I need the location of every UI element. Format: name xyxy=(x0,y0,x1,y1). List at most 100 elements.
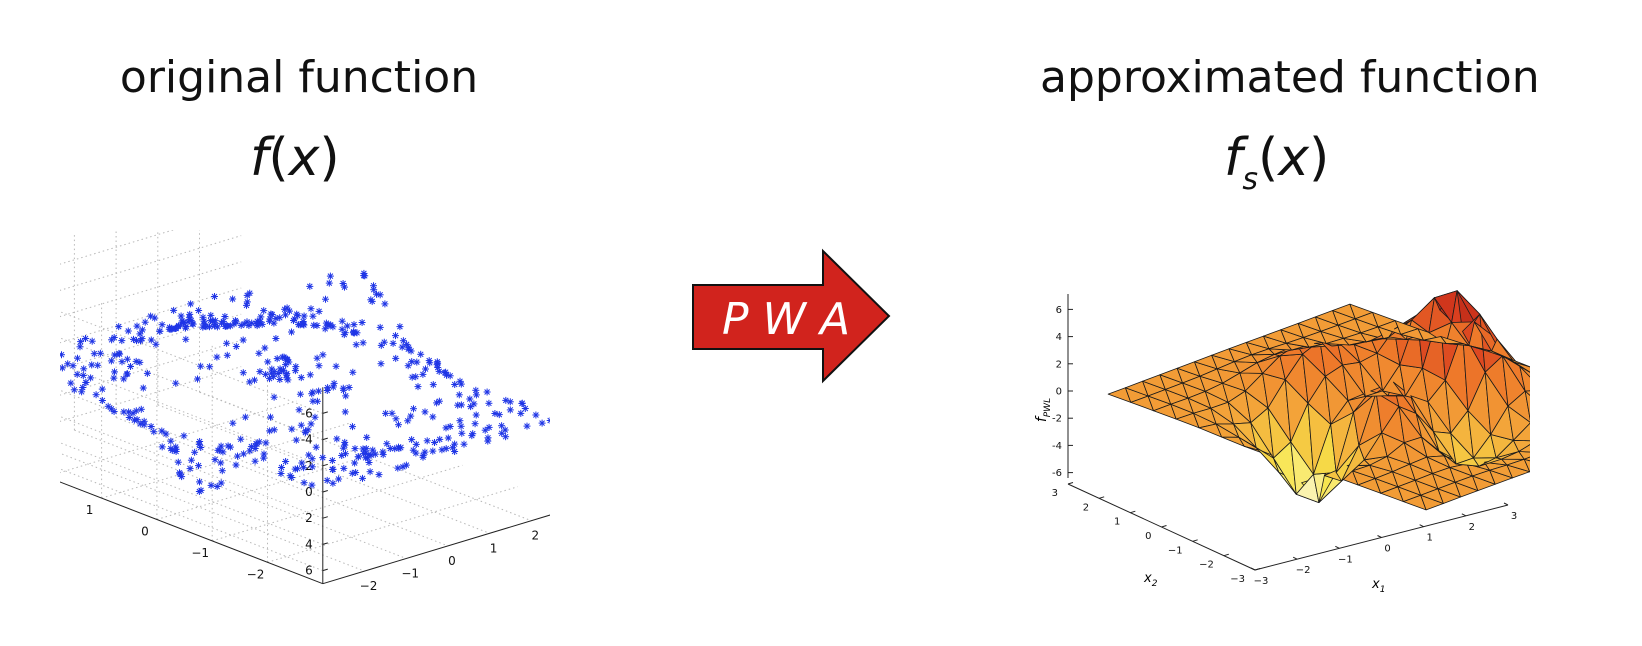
scatter-point xyxy=(74,354,81,362)
scatter-point xyxy=(332,362,340,370)
left-formula: f(x) xyxy=(250,128,340,188)
scatter-point xyxy=(137,405,145,413)
z-tick-label: -6 xyxy=(301,406,313,420)
scatter-point xyxy=(306,371,314,379)
x1-tick-label: 1 xyxy=(1426,533,1432,544)
scatter-point xyxy=(118,358,126,366)
x2-tick xyxy=(1130,510,1136,514)
scatter-point xyxy=(308,481,316,489)
scatter-point xyxy=(498,429,506,437)
scatter-point xyxy=(125,414,133,421)
pwa-arrow-shape xyxy=(692,248,891,384)
scatter-point xyxy=(338,325,346,333)
y-axis-line xyxy=(60,481,323,585)
scatter-point xyxy=(297,374,305,382)
scatter-point xyxy=(523,422,531,430)
scatter-point xyxy=(419,370,427,378)
scatter-point xyxy=(491,410,499,417)
scatter-point xyxy=(124,370,131,378)
scatter-point xyxy=(376,323,384,331)
scatter-point xyxy=(471,420,479,428)
x2-tick xyxy=(1099,496,1105,499)
scatter-point xyxy=(167,445,175,453)
scatter-point xyxy=(282,311,289,319)
scatter-point xyxy=(349,423,356,431)
right-formula-sub: s xyxy=(1242,162,1258,197)
scatter-point xyxy=(395,443,402,451)
scatter-point xyxy=(342,392,350,400)
scatter-point xyxy=(70,386,78,394)
surface-facet xyxy=(1513,422,1530,442)
scatter-point xyxy=(251,457,259,465)
scatter-point xyxy=(276,376,284,383)
scatter-point xyxy=(191,448,199,456)
scatter-point xyxy=(327,321,335,329)
scatter-point xyxy=(308,463,316,471)
z-tick-label: -2 xyxy=(301,459,313,473)
surface-facet xyxy=(1523,458,1530,473)
scatter-point xyxy=(107,357,115,365)
scatter-point xyxy=(60,351,65,359)
scatter-point xyxy=(421,408,429,416)
scatter-point xyxy=(111,368,118,376)
scatter-point xyxy=(82,335,89,342)
scatter-point xyxy=(232,461,240,469)
x1-tick-label: −1 xyxy=(1338,554,1353,565)
scatter-point xyxy=(315,387,323,395)
scatter-point xyxy=(158,443,166,451)
scatter-point xyxy=(468,432,476,440)
scatter-point xyxy=(377,360,385,368)
scatter-point xyxy=(408,436,416,444)
scatter-point xyxy=(108,336,116,344)
scatter-point xyxy=(136,330,144,338)
scatter-point xyxy=(315,307,323,315)
scatter-point xyxy=(200,320,208,328)
scatter-point xyxy=(435,397,443,405)
scatter-point xyxy=(292,436,300,444)
scatter-point xyxy=(139,384,147,392)
scatter-point xyxy=(305,451,313,459)
scatter-point xyxy=(354,453,362,461)
scatter-point xyxy=(197,444,205,451)
scatter-point xyxy=(199,313,207,321)
scatter-point xyxy=(442,424,450,432)
x2-axis-label-main: x xyxy=(1143,571,1152,586)
scatter-point xyxy=(78,388,86,396)
scatter-point xyxy=(140,417,148,425)
scatter-point xyxy=(329,479,337,487)
scatter-point xyxy=(229,419,237,427)
scatter-point xyxy=(166,323,174,331)
scatter-point xyxy=(280,353,288,361)
x1-axis-label: x1 xyxy=(1371,577,1385,595)
pwa-arrow: P W A xyxy=(692,248,891,384)
scatter-point xyxy=(399,463,407,471)
scatter-point xyxy=(288,425,296,433)
scatter-point xyxy=(147,423,155,430)
scatter-point xyxy=(404,417,412,425)
z-tick-label: 4 xyxy=(305,537,313,551)
scatter-point xyxy=(284,376,292,384)
z-tick xyxy=(322,411,328,414)
scatter-point xyxy=(350,321,358,329)
scatter-point xyxy=(546,417,550,424)
scatter-point xyxy=(324,384,332,392)
grid-line xyxy=(60,452,365,572)
scatter-point xyxy=(422,365,429,373)
z-tick-label: -2 xyxy=(1052,414,1062,425)
scatter-point xyxy=(306,282,314,290)
left-title: original function xyxy=(119,52,479,103)
scatter-point xyxy=(313,397,321,405)
y-tick-label: −1 xyxy=(191,546,209,560)
scatter-point xyxy=(223,351,231,359)
scatter-point xyxy=(421,448,429,456)
scatter-point xyxy=(309,388,317,396)
scatter-point xyxy=(330,379,338,387)
surface-facet xyxy=(1513,361,1530,373)
scatter-point xyxy=(412,440,420,448)
scatter-point xyxy=(262,439,270,447)
scatter-point xyxy=(343,322,351,330)
scatter-point xyxy=(392,354,400,362)
scatter-point xyxy=(195,462,202,470)
scatter-point xyxy=(170,306,178,314)
scatter-point xyxy=(498,422,506,430)
